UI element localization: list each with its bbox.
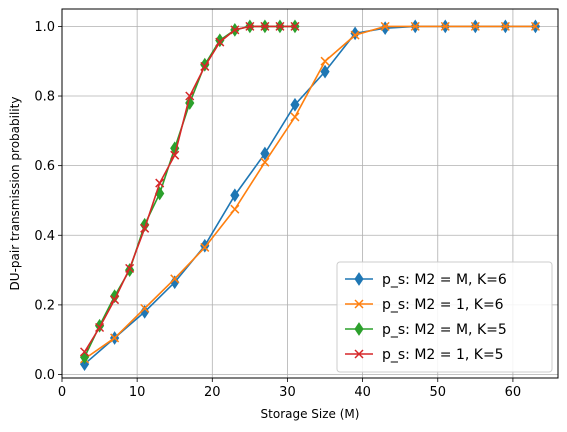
data-point bbox=[245, 21, 255, 31]
x-axis-label: Storage Size (M) bbox=[261, 407, 360, 421]
data-point bbox=[470, 21, 480, 31]
data-point bbox=[80, 347, 90, 357]
x-tick-label: 0 bbox=[58, 385, 66, 400]
data-point bbox=[155, 178, 165, 188]
data-point bbox=[275, 21, 285, 31]
legend: p_s: M2 = M, K=6 p_s: M2 = 1, K=6 p_s: M2 … bbox=[336, 261, 553, 373]
data-point bbox=[140, 304, 150, 319]
data-point bbox=[215, 37, 225, 47]
x-tick-label: 10 bbox=[129, 385, 146, 400]
legend-item: p_s: M2 = M, K=5 bbox=[345, 322, 507, 338]
data-point bbox=[95, 322, 105, 333]
legend-marker bbox=[354, 322, 364, 336]
data-point bbox=[140, 217, 150, 232]
data-point bbox=[230, 25, 240, 35]
data-point bbox=[170, 150, 180, 160]
legend-item: p_s: M2 = 1, K=6 bbox=[345, 297, 504, 313]
data-point bbox=[185, 91, 195, 101]
data-point bbox=[140, 223, 150, 233]
y-tick-label: 0.2 bbox=[34, 298, 55, 313]
x-tick-label: 30 bbox=[279, 385, 296, 400]
series-line bbox=[84, 25, 536, 360]
data-point bbox=[170, 275, 180, 290]
data-point bbox=[380, 21, 390, 31]
data-point bbox=[260, 146, 270, 161]
legend-label: p_s: M2 = M, K=6 bbox=[382, 272, 507, 288]
y-tick-label: 0.4 bbox=[34, 229, 55, 244]
data-point bbox=[140, 303, 150, 313]
data-point bbox=[290, 97, 300, 112]
legend-label: p_s: M2 = 1, K=5 bbox=[382, 347, 504, 363]
plot-frame bbox=[61, 8, 559, 379]
data-point bbox=[110, 333, 120, 343]
legend-marker bbox=[354, 272, 364, 286]
data-point bbox=[200, 242, 210, 252]
data-point bbox=[110, 295, 120, 305]
x-tick-label: 40 bbox=[354, 385, 371, 400]
y-axis-label: DU-pair transmission probability bbox=[8, 97, 22, 291]
data-point bbox=[500, 21, 510, 31]
y-tick-label: 0.8 bbox=[34, 90, 55, 105]
y-tick-label: 0.6 bbox=[34, 159, 55, 174]
legend-item: p_s: M2 = M, K=6 bbox=[345, 272, 507, 288]
data-point bbox=[230, 204, 240, 214]
x-tick-label: 20 bbox=[204, 385, 221, 400]
data-point bbox=[530, 21, 540, 31]
data-point bbox=[170, 274, 180, 284]
data-point bbox=[230, 188, 240, 203]
grid bbox=[61, 9, 558, 378]
data-point bbox=[260, 157, 270, 167]
data-point bbox=[125, 263, 135, 273]
data-point bbox=[290, 21, 300, 31]
y-tick-label: 1.0 bbox=[34, 20, 55, 35]
y-tick-label: 0.0 bbox=[34, 368, 55, 383]
data-point bbox=[320, 64, 330, 79]
series-4 bbox=[80, 21, 300, 357]
data-point bbox=[290, 112, 300, 122]
legend-marker bbox=[354, 299, 364, 309]
legend-item: p_s: M2 = 1, K=5 bbox=[345, 347, 504, 363]
data-point bbox=[440, 21, 450, 31]
series-layer bbox=[79, 19, 541, 371]
x-tick-label: 50 bbox=[429, 385, 446, 400]
data-point bbox=[410, 21, 420, 31]
x-tick-label: 60 bbox=[505, 385, 522, 400]
data-point bbox=[260, 21, 270, 31]
ticks: 0 10 20 30 40 50 60 0.0 0.2 0.4 0.6 0.8 1.0 bbox=[34, 20, 521, 400]
data-point bbox=[320, 56, 330, 66]
legend-marker bbox=[354, 349, 364, 359]
legend-label: p_s: M2 = 1, K=6 bbox=[382, 297, 504, 313]
data-point bbox=[200, 61, 210, 71]
legend-label: p_s: M2 = M, K=5 bbox=[382, 322, 507, 338]
legend-box bbox=[336, 261, 553, 373]
data-point bbox=[350, 30, 360, 40]
